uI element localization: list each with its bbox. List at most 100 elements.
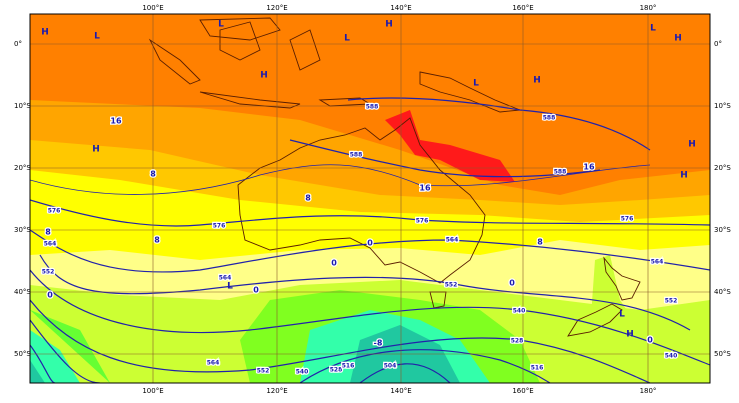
lat-label-right: 20°S — [714, 164, 731, 172]
lon-label-bottom: 140°E — [390, 387, 411, 395]
lon-label-top: 100°E — [142, 4, 163, 12]
pressure-center: H — [674, 34, 682, 44]
lat-label-right: 40°S — [714, 288, 731, 296]
contour-label: 16 — [110, 117, 122, 126]
contour-label: 8 — [154, 236, 160, 245]
shading — [30, 14, 710, 383]
lat-label-left: 30°S — [14, 226, 31, 234]
contour-label: 516 — [531, 365, 544, 372]
contour-label: 552 — [665, 298, 678, 305]
contour-588 — [347, 97, 651, 151]
pressure-center: L — [344, 34, 350, 44]
contour-label: 576 — [621, 216, 634, 223]
contour-label: 504 — [384, 363, 397, 370]
contour-label: 564 — [44, 241, 57, 248]
contour-label: 8 — [150, 170, 156, 179]
pressure-center: H — [688, 140, 696, 150]
contour-label: 564 — [207, 360, 220, 367]
contour-label: -8 — [374, 339, 383, 348]
new-zealand-coast — [567, 256, 641, 337]
contour-label: 540 — [665, 353, 678, 360]
pressure-center: L — [473, 79, 479, 89]
graticule — [30, 14, 710, 383]
pressure-center: L — [227, 282, 233, 292]
pressure-center: H — [41, 28, 49, 38]
contour-label: 552 — [445, 282, 458, 289]
contour-label: 564 — [219, 275, 232, 282]
contour-16 — [30, 164, 651, 195]
pressure-center: L — [650, 24, 656, 34]
contour-label: 552 — [42, 269, 55, 276]
contour-label: 588 — [366, 104, 379, 111]
contour-label: 0 — [253, 286, 259, 295]
frame — [29, 13, 711, 384]
lat-label-right: 30°S — [714, 226, 731, 234]
lat-label-left: 20°S — [14, 164, 31, 172]
contour-label: 8 — [45, 228, 51, 237]
contour-label: 0 — [331, 259, 337, 268]
red-field — [385, 110, 515, 182]
contour-576 — [30, 199, 710, 227]
lat-label-left: 40°S — [14, 288, 31, 296]
contour-528 — [30, 299, 651, 383]
pressure-center: L — [218, 20, 224, 30]
lat-label-left: 0° — [14, 40, 22, 48]
contour-564 — [30, 229, 710, 273]
contour-540 — [30, 269, 710, 366]
contour-label: 528 — [511, 338, 524, 345]
contour-label: 552 — [257, 368, 270, 375]
lat-label-left: 50°S — [14, 350, 31, 358]
contour-label: 0 — [367, 239, 373, 248]
contour-label: 576 — [416, 218, 429, 225]
australia-coast — [237, 117, 486, 284]
contour-label: 516 — [342, 363, 355, 370]
contour-label: 16 — [583, 163, 595, 172]
lon-label-bottom: 160°E — [512, 387, 533, 395]
new-guinea-coast — [419, 71, 521, 113]
labels: 100°E 100°E 120°E 120°E 140°E 140°E 160°E 160°E… — [14, 4, 731, 395]
contour-588 — [289, 139, 601, 178]
pressure-center: H — [92, 145, 100, 155]
pressure-center: H — [626, 330, 634, 340]
contour-label: 0 — [647, 336, 653, 345]
lat-label-left: 10°S — [14, 102, 31, 110]
contour-label: 528 — [330, 367, 343, 374]
lon-label-bottom: 100°E — [142, 387, 163, 395]
pressure-center: H — [260, 71, 268, 81]
lat-label-right: 10°S — [714, 102, 731, 110]
contour-label: 588 — [543, 115, 556, 122]
lat-label-right: 0° — [714, 40, 722, 48]
contour-label: 564 — [651, 259, 664, 266]
contour-label: 564 — [446, 237, 459, 244]
pressure-center: H — [533, 76, 541, 86]
nz-green — [590, 255, 650, 383]
contour-552 — [39, 254, 691, 331]
lat-label-right: 50°S — [714, 350, 731, 358]
pressure-center: L — [94, 32, 100, 42]
lon-label-top: 120°E — [266, 4, 287, 12]
contour-label: 576 — [213, 223, 226, 230]
contour-label: 0 — [509, 279, 515, 288]
green-field-west — [30, 310, 110, 383]
lon-label-bottom: 120°E — [266, 387, 287, 395]
pressure-center: H — [385, 20, 393, 30]
teal-field-west — [30, 360, 45, 383]
pressure-center: H — [680, 171, 688, 181]
contour-label: 0 — [47, 291, 53, 300]
contour-label: 540 — [296, 369, 309, 376]
contour-label: 576 — [48, 208, 61, 215]
pressure-center: L — [619, 310, 625, 320]
contour-504 — [30, 344, 451, 383]
contour-label: 16 — [419, 184, 431, 193]
lon-label-bottom: 180° — [640, 387, 657, 395]
lon-label-top: 160°E — [512, 4, 533, 12]
contour-label: 588 — [350, 152, 363, 159]
contour-label: 8 — [305, 194, 311, 203]
contours — [30, 97, 710, 383]
contour-label: 540 — [513, 308, 526, 315]
aqua-field-west — [30, 330, 80, 383]
contour-label: 8 — [537, 238, 543, 247]
lon-label-top: 140°E — [390, 4, 411, 12]
contour-label: 588 — [554, 169, 567, 176]
